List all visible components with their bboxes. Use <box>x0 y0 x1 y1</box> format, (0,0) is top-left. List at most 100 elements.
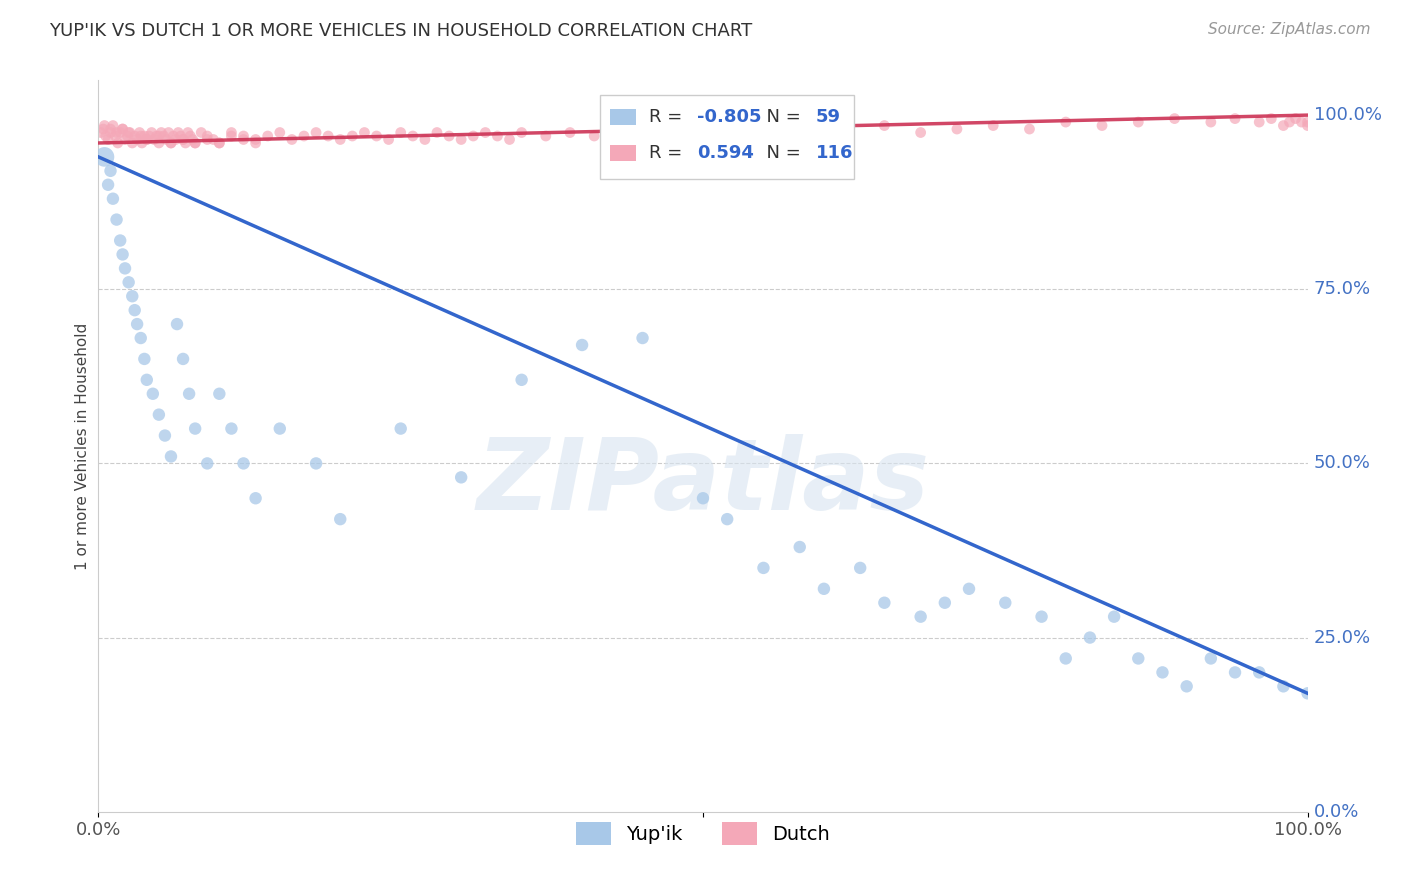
Point <box>208 386 231 401</box>
Point <box>1296 686 1319 700</box>
Point <box>105 126 128 140</box>
Point <box>114 261 136 276</box>
Point <box>145 128 167 143</box>
Point <box>245 132 267 146</box>
Point <box>1223 665 1246 680</box>
Point <box>655 132 678 146</box>
Point <box>97 178 120 192</box>
Point <box>607 126 630 140</box>
Y-axis label: 1 or more Vehicles in Household: 1 or more Vehicles in Household <box>75 322 90 570</box>
Point <box>910 609 932 624</box>
Point <box>1163 112 1185 126</box>
Point <box>631 331 654 345</box>
Point <box>100 164 122 178</box>
Bar <box>610 109 637 125</box>
Point <box>402 128 425 143</box>
Point <box>128 126 150 140</box>
Point <box>1291 115 1313 129</box>
Point <box>232 457 254 471</box>
Point <box>208 136 231 150</box>
Point <box>141 126 163 140</box>
Point <box>150 126 173 140</box>
Point <box>1031 609 1053 624</box>
Point <box>165 132 187 146</box>
Point <box>1272 119 1295 133</box>
Point <box>142 386 165 401</box>
Point <box>1296 115 1319 129</box>
Point <box>157 126 180 140</box>
Point <box>117 128 139 143</box>
Point <box>813 582 835 596</box>
Point <box>1091 119 1114 133</box>
Point <box>1054 651 1077 665</box>
Point <box>135 132 157 146</box>
Point <box>1260 112 1282 126</box>
Point <box>93 150 115 164</box>
Point <box>1199 651 1222 665</box>
Point <box>179 128 201 143</box>
Point <box>111 247 134 261</box>
Text: 116: 116 <box>815 145 853 162</box>
Point <box>111 122 134 136</box>
Point <box>174 136 197 150</box>
Point <box>377 132 399 146</box>
Point <box>426 126 449 140</box>
Point <box>195 128 218 143</box>
Point <box>160 450 183 464</box>
Text: R =: R = <box>648 145 688 162</box>
Text: R =: R = <box>648 108 688 126</box>
Point <box>245 491 267 506</box>
Point <box>105 212 128 227</box>
Point <box>316 128 339 143</box>
Point <box>91 122 114 136</box>
Point <box>1296 119 1319 133</box>
Point <box>131 136 153 150</box>
Point <box>135 373 157 387</box>
Point <box>127 132 149 146</box>
Point <box>160 136 183 150</box>
Point <box>510 373 533 387</box>
Point <box>765 122 787 136</box>
Point <box>232 128 254 143</box>
Point <box>129 331 152 345</box>
Point <box>118 126 141 140</box>
Point <box>728 126 751 140</box>
Point <box>789 540 811 554</box>
Point <box>450 470 472 484</box>
Point <box>135 132 157 146</box>
Text: 50.0%: 50.0% <box>1313 454 1371 473</box>
Point <box>124 303 146 318</box>
Point <box>994 596 1017 610</box>
Point <box>111 122 134 136</box>
Text: ZIPatlas: ZIPatlas <box>477 434 929 531</box>
Bar <box>610 145 637 161</box>
Text: 59: 59 <box>815 108 841 126</box>
Point <box>129 128 152 143</box>
Point <box>148 408 170 422</box>
Point <box>195 132 218 146</box>
Point <box>166 317 188 331</box>
Point <box>190 126 212 140</box>
Point <box>389 421 412 435</box>
Point <box>305 126 328 140</box>
Legend: Yup'ik, Dutch: Yup'ik, Dutch <box>568 814 838 854</box>
Point <box>221 128 243 143</box>
Point <box>558 126 581 140</box>
Point <box>800 126 823 140</box>
Point <box>631 128 654 143</box>
Point <box>1249 115 1271 129</box>
Point <box>101 192 124 206</box>
Point <box>1102 609 1125 624</box>
Point <box>134 128 156 143</box>
Text: N =: N = <box>755 145 807 162</box>
Point <box>1054 115 1077 129</box>
Point <box>292 128 315 143</box>
Point <box>534 128 557 143</box>
Point <box>1018 122 1040 136</box>
Point <box>172 132 194 146</box>
Point <box>849 561 872 575</box>
Point <box>177 126 200 140</box>
Point <box>486 128 509 143</box>
Text: YUP'IK VS DUTCH 1 OR MORE VEHICLES IN HOUSEHOLD CORRELATION CHART: YUP'IK VS DUTCH 1 OR MORE VEHICLES IN HO… <box>49 22 752 40</box>
Point <box>179 386 201 401</box>
